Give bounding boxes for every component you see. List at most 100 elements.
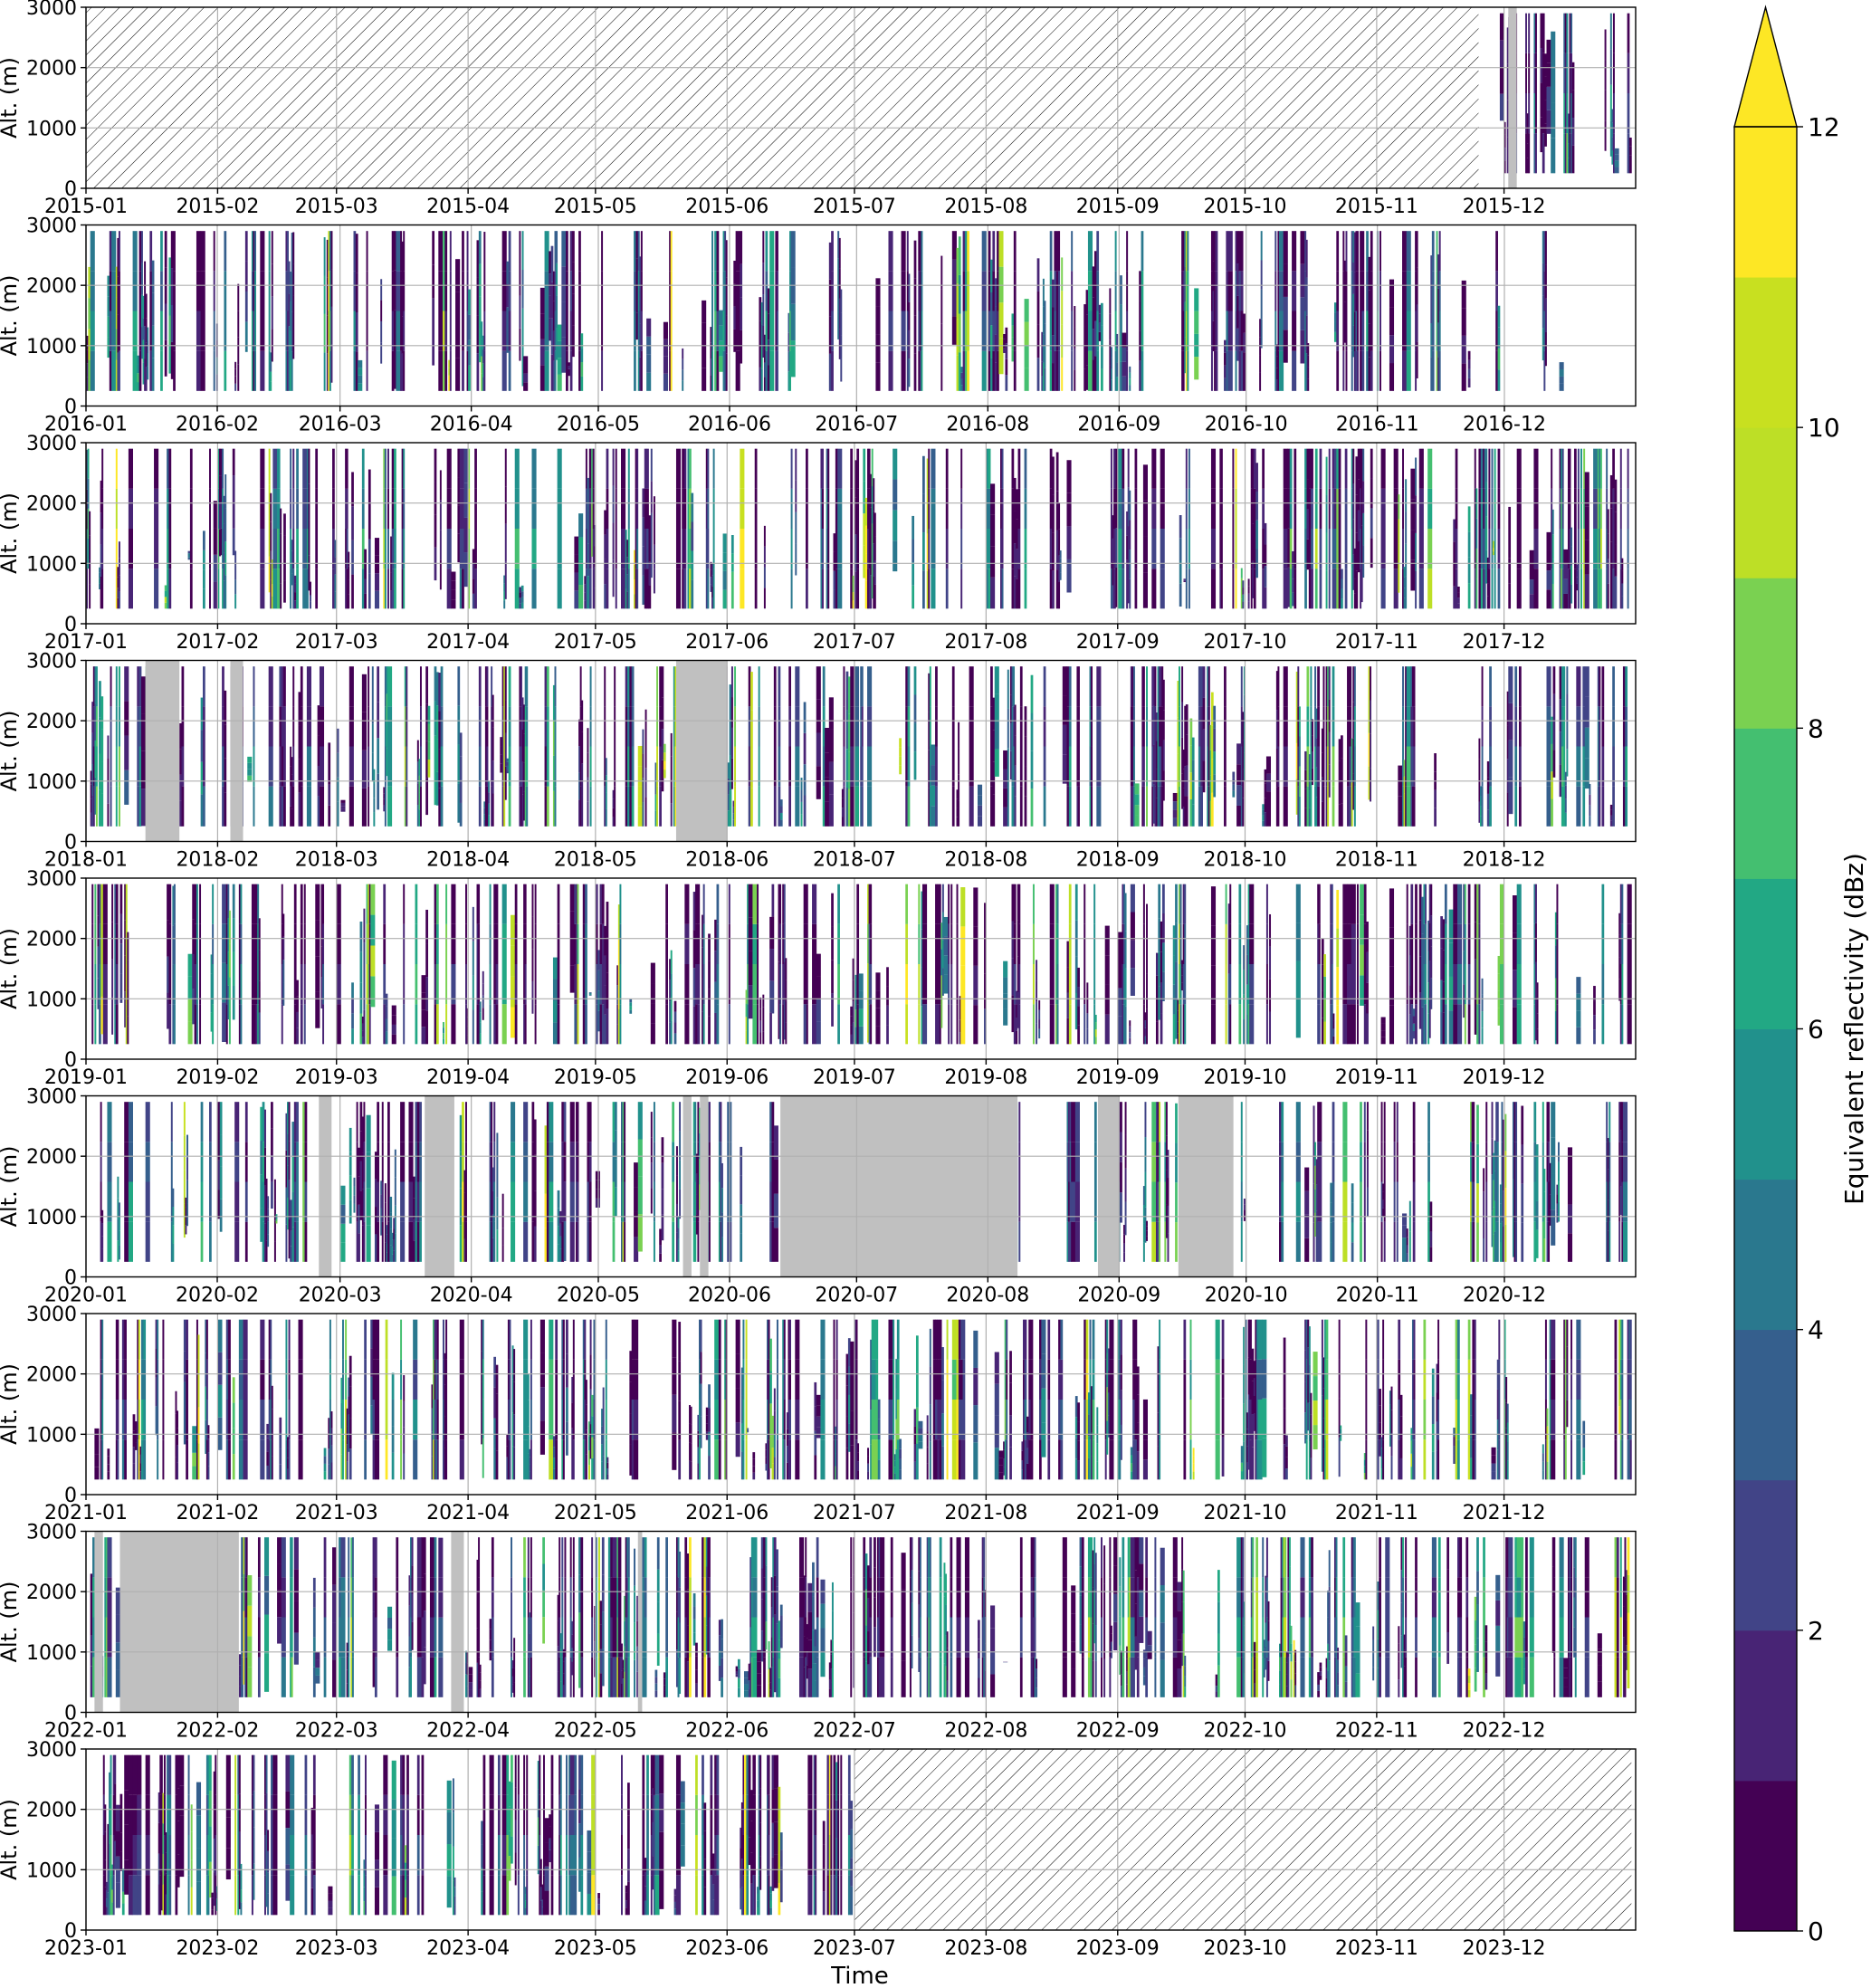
reflectivity-cell — [1003, 788, 1008, 808]
reflectivity-cell — [1561, 448, 1564, 489]
reflectivity-cell — [144, 293, 147, 327]
reflectivity-cell — [941, 968, 944, 996]
reflectivity-cell — [1066, 492, 1072, 527]
reflectivity-cell — [838, 298, 841, 330]
reflectivity-cell — [253, 666, 255, 707]
reflectivity-cell — [227, 918, 230, 952]
reflectivity-cell — [569, 350, 573, 391]
reflectivity-cell — [1041, 347, 1044, 362]
reflectivity-cell — [1142, 500, 1148, 537]
reflectivity-cell — [1559, 699, 1562, 732]
reflectivity-cell — [247, 756, 253, 763]
reflectivity-cell — [958, 722, 960, 749]
reflectivity-cell — [627, 746, 630, 787]
reflectivity-cell — [1269, 979, 1272, 1012]
reflectivity-cell — [1089, 786, 1092, 827]
reflectivity-cell — [1406, 964, 1408, 1005]
reflectivity-cell — [280, 583, 282, 609]
reflectivity-cell — [1370, 733, 1372, 769]
reflectivity-cell — [1116, 348, 1119, 363]
reflectivity-cell — [124, 735, 129, 770]
reflectivity-cell — [183, 1203, 186, 1238]
reflectivity-cell — [747, 884, 749, 924]
reflectivity-cell — [822, 706, 826, 747]
reflectivity-cell — [554, 271, 557, 311]
reflectivity-cell — [265, 1199, 268, 1220]
reflectivity-cell — [346, 569, 348, 609]
reflectivity-cell — [268, 521, 271, 557]
reflectivity-cell — [489, 884, 492, 924]
reflectivity-cell — [1255, 463, 1258, 492]
reflectivity-cell — [758, 666, 760, 707]
reflectivity-cell — [288, 1102, 291, 1142]
reflectivity-cell — [1160, 706, 1162, 747]
reflectivity-cell — [285, 1113, 288, 1151]
reflectivity-cell — [763, 546, 766, 568]
reflectivity-cell — [682, 358, 684, 370]
y-tick-label: 1000 — [26, 336, 77, 358]
reflectivity-cell — [1240, 598, 1243, 609]
reflectivity-cell — [561, 231, 567, 267]
reflectivity-cell — [606, 902, 609, 938]
reflectivity-cell — [118, 311, 120, 351]
reflectivity-cell — [1130, 786, 1132, 827]
reflectivity-cell — [840, 335, 843, 359]
reflectivity-cell — [1497, 348, 1501, 370]
reflectivity-cell — [990, 546, 996, 578]
reflectivity-cell — [592, 529, 595, 569]
reflectivity-cell — [1413, 786, 1416, 827]
reflectivity-cell — [1055, 569, 1059, 609]
reflectivity-cell — [1467, 1004, 1471, 1045]
reflectivity-cell — [1074, 306, 1076, 328]
reflectivity-cell — [1011, 706, 1014, 747]
reflectivity-cell — [1283, 666, 1288, 707]
reflectivity-cell — [290, 488, 292, 529]
reflectivity-cell — [1564, 53, 1567, 93]
reflectivity-cell — [1264, 566, 1267, 588]
reflectivity-cell — [351, 574, 354, 609]
reflectivity-cell — [172, 925, 175, 965]
reflectivity-cell — [132, 350, 138, 391]
reflectivity-cell — [718, 356, 723, 372]
reflectivity-cell — [1013, 350, 1017, 391]
reflectivity-cell — [390, 572, 393, 591]
reflectivity-cell — [1179, 964, 1182, 1005]
reflectivity-cell — [115, 1004, 119, 1045]
reflectivity-cell — [419, 666, 422, 707]
reflectivity-cell — [958, 313, 961, 353]
reflectivity-cell — [1481, 706, 1484, 747]
reflectivity-cell — [404, 706, 406, 747]
reflectivity-cell — [100, 512, 102, 545]
reflectivity-cell — [534, 964, 537, 1005]
reflectivity-cell — [1353, 272, 1356, 312]
reflectivity-cell — [234, 579, 237, 595]
reflectivity-cell — [332, 448, 335, 489]
reflectivity-cell — [482, 377, 484, 391]
reflectivity-cell — [1113, 529, 1116, 569]
reflectivity-cell — [1609, 804, 1613, 810]
x-tick-label: 2015-06 — [685, 196, 768, 218]
reflectivity-cell — [1597, 666, 1599, 707]
reflectivity-cell — [328, 784, 331, 806]
reflectivity-cell — [111, 922, 114, 960]
reflectivity-cell — [1295, 999, 1301, 1038]
reflectivity-cell — [107, 803, 110, 827]
reflectivity-cell — [308, 483, 310, 521]
reflectivity-cell — [616, 1004, 619, 1025]
reflectivity-cell — [1627, 133, 1630, 174]
reflectivity-cell — [1421, 896, 1424, 934]
reflectivity-cell — [1042, 306, 1045, 335]
reflectivity-cell — [373, 769, 376, 784]
reflectivity-cell — [1497, 305, 1501, 328]
reflectivity-cell — [1110, 488, 1112, 529]
reflectivity-cell — [1559, 488, 1561, 529]
reflectivity-cell — [926, 570, 929, 609]
reflectivity-cell — [1368, 732, 1370, 767]
reflectivity-cell — [1142, 666, 1145, 707]
reflectivity-cell — [740, 330, 743, 364]
reflectivity-cell — [825, 752, 830, 778]
reflectivity-cell — [1049, 1004, 1055, 1045]
reflectivity-cell — [589, 746, 592, 787]
reflectivity-cell — [1212, 291, 1215, 321]
reflectivity-cell — [1220, 448, 1223, 489]
